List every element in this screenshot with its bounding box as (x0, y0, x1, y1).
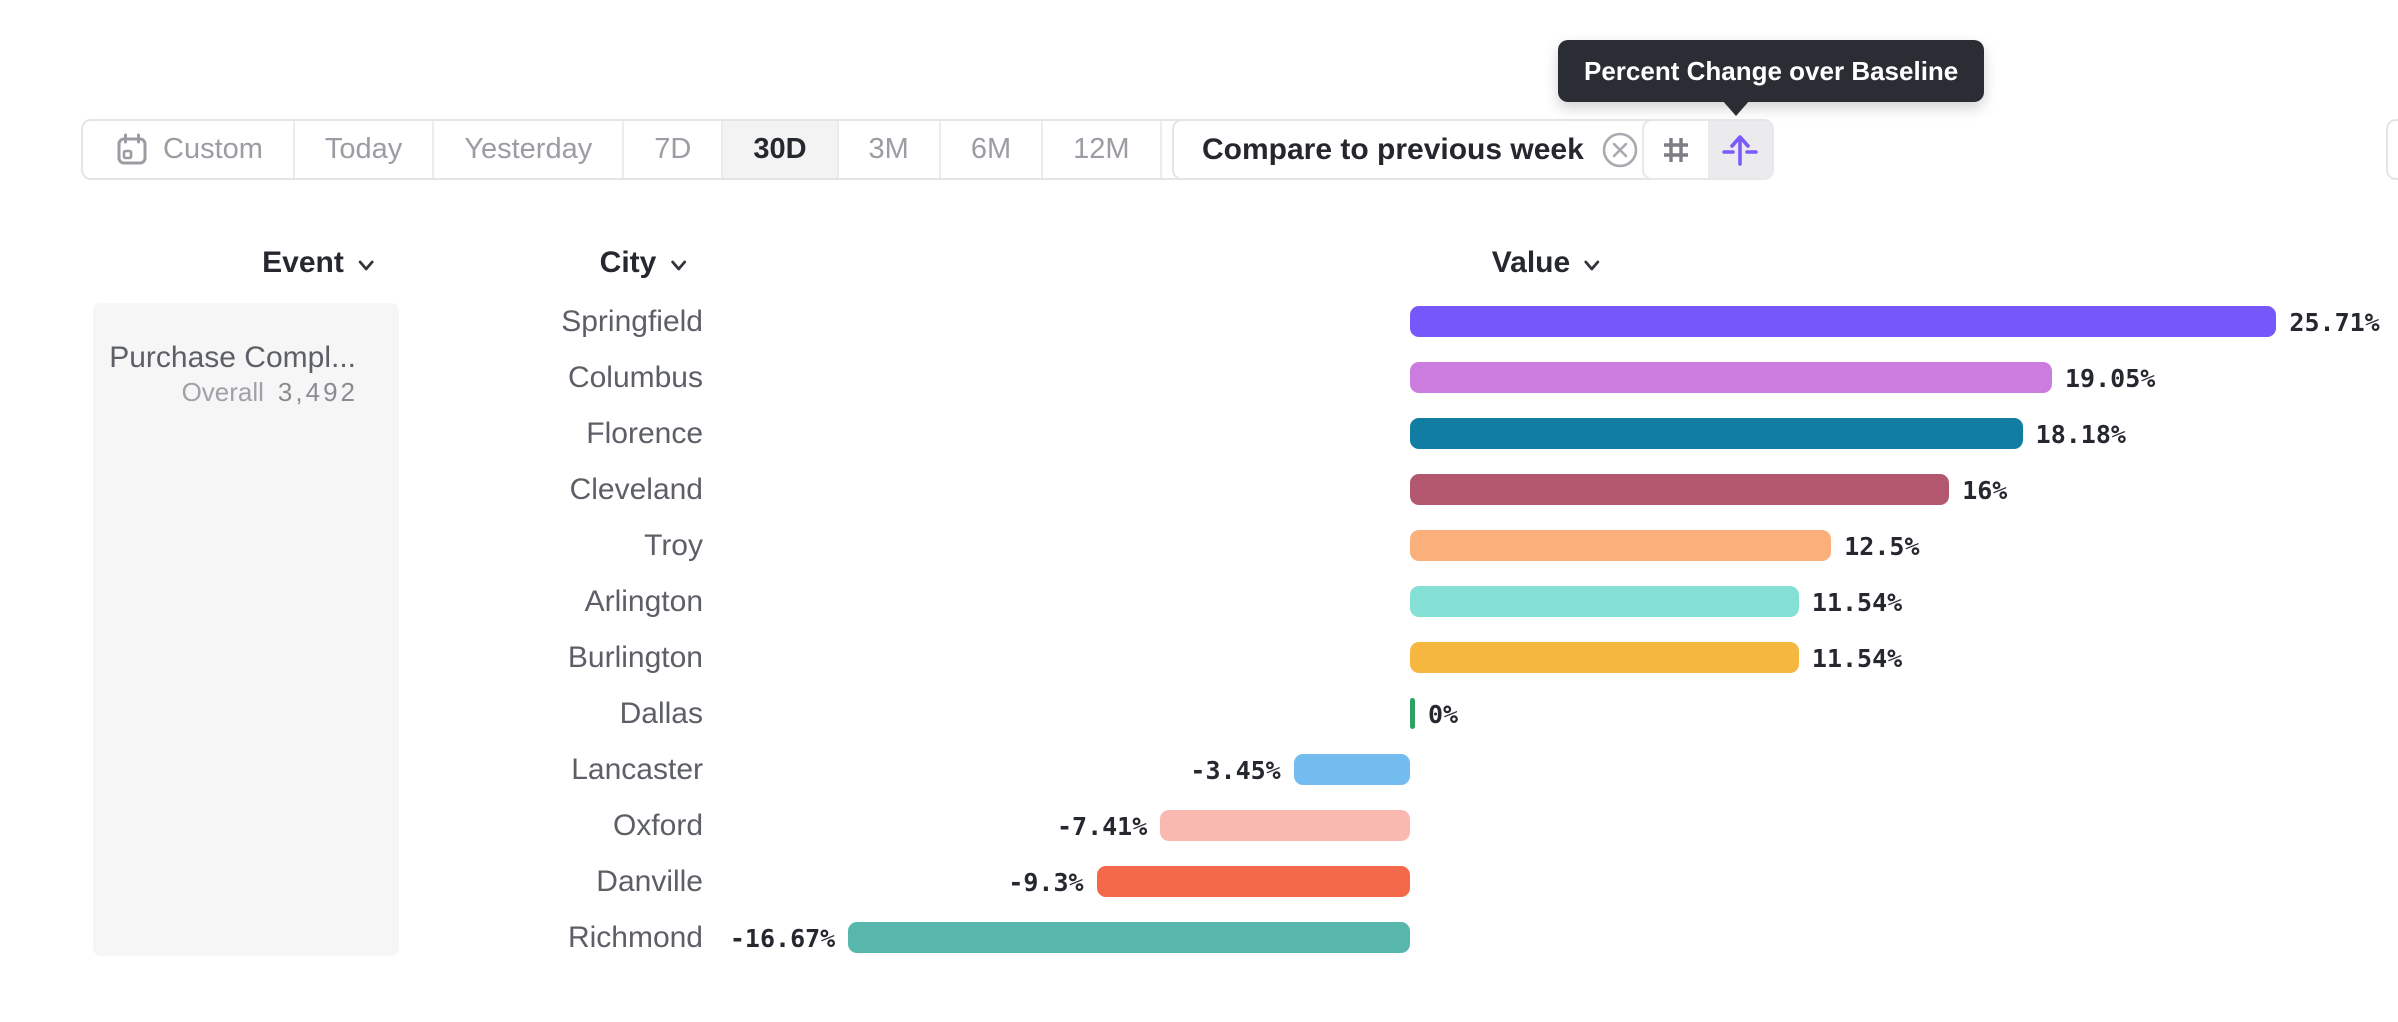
date-range-label: 6M (970, 133, 1012, 165)
view-toggle-group (1642, 119, 1774, 180)
city-label: Lancaster (571, 753, 703, 786)
value-bar[interactable] (1410, 418, 2023, 449)
bar-chart: Springfield 25.71% Columbus 19.05% Flore… (0, 294, 2398, 966)
value-label: 12.5% (1844, 532, 1920, 561)
column-header-event-label: Event (262, 246, 344, 279)
calendar-icon (113, 131, 151, 169)
city-label: Burlington (567, 641, 703, 674)
city-label: Columbus (567, 361, 703, 394)
date-range-button[interactable]: 30D (721, 121, 837, 178)
city-label: Springfield (561, 305, 703, 338)
date-range-group: Custom Today Yesterday 7D 30D 3M 6M 12M (81, 119, 1322, 180)
table-row: Florence 18.18% (0, 406, 2398, 462)
date-range-button[interactable]: Custom (83, 121, 293, 178)
value-bar[interactable] (848, 922, 1410, 953)
date-range-label: Custom (163, 133, 263, 165)
date-range-button[interactable]: 7D (622, 121, 721, 178)
city-label: Richmond (567, 921, 703, 954)
city-label: Arlington (584, 585, 703, 618)
date-range-label: 7D (654, 133, 692, 165)
date-range-label: 3M (868, 133, 909, 165)
tooltip: Percent Change over Baseline (1558, 40, 1985, 102)
value-bar[interactable] (1410, 698, 1415, 729)
clipped-button[interactable] (2386, 119, 2398, 180)
city-label: Troy (644, 529, 703, 562)
table-row: Richmond -16.67% (0, 910, 2398, 966)
value-bar[interactable] (1410, 586, 1799, 617)
date-range-label: Today (324, 133, 403, 165)
value-bar[interactable] (1410, 642, 1799, 673)
arrow-up-from-baseline-icon[interactable] (1708, 121, 1772, 178)
chevron-down-icon (1580, 253, 1604, 277)
value-bar[interactable] (1410, 474, 1950, 505)
compare-button[interactable]: Compare to previous week (1172, 119, 1664, 180)
value-label: 19.05% (2064, 364, 2156, 393)
table-row: Dallas 0% (0, 686, 2398, 742)
value-bar[interactable] (1160, 810, 1410, 841)
value-label: 25.71% (2289, 308, 2380, 337)
table-row: Burlington 11.54% (0, 630, 2398, 686)
table-row: Danville -9.3% (0, 854, 2398, 910)
table-row: Oxford -7.41% (0, 798, 2398, 854)
date-range-button[interactable]: 6M (938, 121, 1041, 178)
date-range-button[interactable]: Today (292, 121, 432, 178)
value-label: -9.3% (1008, 868, 1084, 897)
overall-label: Overall (181, 377, 264, 407)
value-bar[interactable] (1410, 530, 1832, 561)
table-row: Troy 12.5% (0, 518, 2398, 574)
column-header-value-label: Value (1491, 246, 1571, 279)
value-bar[interactable] (1410, 306, 2277, 337)
value-label: 18.18% (2035, 420, 2126, 449)
event-overall: Overall 3,492 (182, 377, 358, 408)
overall-value: 3,492 (277, 377, 358, 407)
date-range-button[interactable]: Yesterday (432, 121, 622, 178)
toolbar: Custom Today Yesterday 7D 30D 3M 6M 12M (0, 119, 2398, 180)
city-label: Dallas (619, 697, 703, 730)
chevron-down-icon (666, 253, 690, 277)
event-name: Purchase Compl... (109, 341, 356, 374)
value-bar[interactable] (1410, 362, 2052, 393)
column-header-event[interactable]: Event (262, 244, 378, 282)
table-row: Arlington 11.54% (0, 574, 2398, 630)
chevron-down-icon (354, 253, 378, 277)
value-bar[interactable] (1293, 754, 1410, 785)
city-label: Oxford (612, 809, 703, 842)
value-label: 11.54% (1811, 588, 1903, 617)
compare-label: Compare to previous week (1202, 132, 1584, 166)
hash-icon[interactable] (1644, 121, 1708, 178)
table-row: Columbus 19.05% (0, 350, 2398, 406)
city-label: Cleveland (569, 473, 703, 506)
table-row: Cleveland 16% (0, 462, 2398, 518)
date-range-label: Yesterday (464, 133, 593, 165)
table-row: Lancaster -3.45% (0, 742, 2398, 798)
event-card[interactable]: Purchase Compl... Overall 3,492 (93, 303, 399, 956)
value-label: -7.41% (1056, 812, 1148, 841)
date-range-button[interactable]: 12M (1041, 121, 1159, 178)
value-label: -16.67% (729, 924, 836, 953)
value-label: 11.54% (1811, 644, 1903, 673)
value-bar[interactable] (1096, 866, 1410, 897)
column-header-value[interactable]: Value (1492, 244, 1604, 282)
date-range-label: 12M (1073, 133, 1130, 165)
tooltip-arrow (1722, 100, 1750, 116)
city-label: Danville (596, 865, 703, 898)
value-label: 0% (1428, 700, 1459, 729)
circle-x-icon[interactable] (1600, 130, 1640, 170)
table-row: Springfield 25.71% (0, 294, 2398, 350)
date-range-button[interactable]: 3M (836, 121, 939, 178)
date-range-label: 30D (753, 133, 807, 165)
value-label: 16% (1962, 476, 2008, 505)
city-label: Florence (586, 417, 703, 450)
column-header-city-label: City (599, 246, 657, 279)
column-header-city[interactable]: City (600, 244, 691, 282)
value-label: -3.45% (1190, 756, 1281, 785)
